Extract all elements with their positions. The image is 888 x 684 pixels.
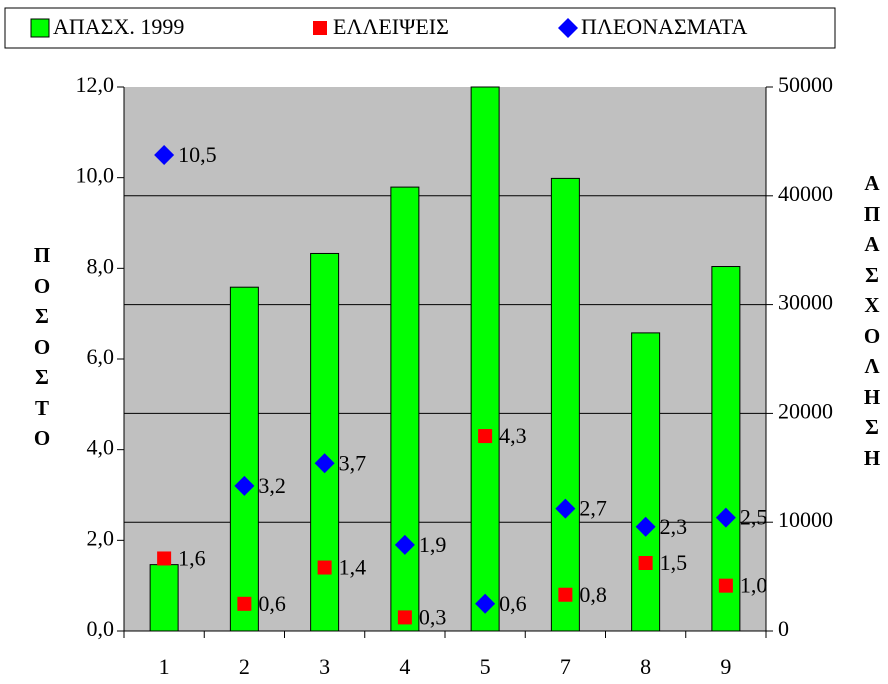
data-label: 2,5 [740, 505, 768, 530]
data-label: 2,7 [579, 496, 607, 521]
diamond-marker [475, 593, 496, 614]
x-tick-label: 8 [640, 654, 651, 679]
bar [550, 177, 580, 632]
y2-tick-label: 30000 [778, 290, 833, 315]
diamond-marker [635, 516, 656, 537]
bar [149, 564, 179, 632]
data-label: 3,7 [339, 450, 367, 475]
diamond-marker [314, 453, 335, 474]
legend-label: ΑΠΑΣΧ. 1999 [53, 14, 184, 39]
legend-label: ΕΛΛΕΙΨΕΙΣ [333, 14, 449, 39]
diamond-marker [555, 498, 576, 519]
y2-axis-title: ΑΠΑΣΧΟΛΗΣΗ [863, 171, 881, 470]
data-label: 10,5 [178, 142, 217, 167]
data-label: 4,3 [499, 423, 527, 448]
bar [711, 266, 741, 632]
data-label: 0,8 [579, 582, 607, 607]
x-tick-label: 3 [319, 654, 330, 679]
bar [631, 332, 661, 632]
square-marker [317, 560, 332, 575]
legend-swatch [558, 18, 578, 38]
y-tick-label: 0,0 [87, 616, 115, 641]
y2-tick-label: 20000 [778, 398, 833, 423]
bar [470, 86, 500, 632]
data-label: 0,6 [258, 591, 286, 616]
square-marker [638, 556, 653, 570]
data-label: 0,6 [499, 591, 527, 616]
x-tick-label: 5 [480, 654, 491, 679]
square-marker [478, 429, 493, 444]
x-tick-label: 7 [560, 654, 571, 679]
x-tick-label: 4 [399, 654, 410, 679]
y-tick-label: 2,0 [87, 525, 115, 550]
y-tick-label: 10,0 [76, 163, 115, 188]
y2-tick-label: 40000 [778, 181, 833, 206]
y-tick-label: 8,0 [87, 253, 115, 278]
y-tick-label: 4,0 [87, 435, 115, 460]
diamond-marker [154, 145, 175, 165]
square-marker [397, 610, 412, 625]
diamond-marker [394, 534, 415, 555]
y2-tick-label: 10000 [778, 507, 833, 532]
data-label: 1,9 [419, 532, 447, 557]
data-label: 0,3 [419, 604, 447, 629]
data-label: 1,5 [660, 550, 688, 575]
data-label: 2,3 [660, 514, 688, 539]
legend-swatch [313, 21, 327, 35]
x-tick-label: 2 [239, 654, 250, 679]
y-tick-label: 6,0 [87, 344, 115, 369]
x-tick-label: 1 [159, 654, 170, 679]
y-tick-label: 12,0 [76, 72, 115, 97]
square-marker [718, 578, 733, 593]
data-label: 3,2 [258, 473, 286, 498]
square-marker [157, 551, 172, 566]
square-marker [237, 596, 252, 611]
square-marker [558, 587, 573, 602]
data-label: 1,0 [740, 573, 768, 598]
bar [229, 286, 259, 632]
x-tick-label: 9 [720, 654, 731, 679]
data-label: 1,6 [178, 546, 206, 571]
diamond-marker [715, 507, 736, 528]
y-axis-title: ΠΟΣΟΣΤΟ [33, 243, 51, 450]
diamond-marker [234, 475, 255, 496]
y2-tick-label: 0 [778, 616, 789, 641]
legend-swatch [30, 18, 50, 38]
bar [390, 186, 420, 632]
data-label: 1,4 [339, 555, 367, 580]
legend-box [4, 7, 836, 49]
legend-label: ΠΛΕΟΝΑΣΜΑΤΑ [581, 14, 747, 39]
y2-tick-label: 50000 [778, 72, 833, 97]
